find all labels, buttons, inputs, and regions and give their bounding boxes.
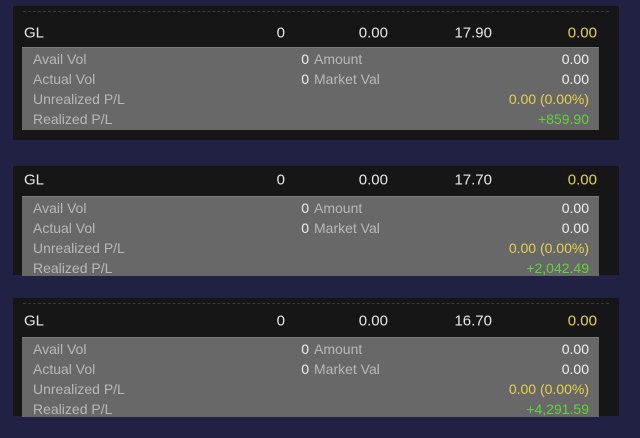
quantity: 0 — [276, 24, 285, 42]
actual-vol-row: Actual Vol 0 Market Val 0.00 — [22, 218, 599, 238]
symbol: GL — [24, 312, 45, 330]
unrealized-value: 0.00 (0.00%) — [508, 381, 589, 397]
amount-value: 0.00 — [561, 341, 589, 357]
price-change: 0.00 — [567, 24, 597, 42]
amount-value: 0.00 — [561, 200, 589, 216]
position-details: Avail Vol 0 Amount 0.00 Actual Vol 0 Mar… — [22, 337, 599, 417]
actual-vol-value: 0 — [301, 71, 309, 87]
unrealized-row: Unrealized P/L 0.00 (0.00%) — [22, 379, 599, 399]
actual-vol-label: Actual Vol — [33, 361, 96, 377]
realized-row: Realized P/L +4,291.59 — [22, 399, 599, 417]
quantity: 0 — [276, 312, 285, 330]
divider — [23, 303, 609, 304]
actual-vol-value: 0 — [301, 361, 309, 377]
avail-vol-value: 0 — [301, 341, 309, 357]
position-card[interactable]: GL 0 0.00 17.70 0.00 Avail Vol 0 Amount … — [13, 166, 619, 276]
market-val-value: 0.00 — [561, 220, 589, 236]
realized-value: +859.90 — [538, 111, 589, 127]
realized-value: +4,291.59 — [526, 401, 589, 417]
market-val-label: Market Val — [314, 220, 380, 236]
avail-vol-row: Avail Vol 0 Amount 0.00 — [22, 339, 599, 359]
avail-vol-label: Avail Vol — [33, 200, 87, 216]
avail-vol-label: Avail Vol — [33, 51, 87, 67]
unrealized-label: Unrealized P/L — [33, 381, 125, 397]
unrealized-label: Unrealized P/L — [33, 91, 125, 107]
position-card[interactable]: GL 0 0.00 17.90 0.00 Avail Vol 0 Amount … — [13, 6, 619, 140]
position-details: Avail Vol 0 Amount 0.00 Actual Vol 0 Mar… — [22, 196, 599, 276]
symbol: GL — [24, 171, 45, 189]
unrealized-label: Unrealized P/L — [33, 240, 125, 256]
realized-label: Realized P/L — [33, 401, 113, 417]
actual-vol-value: 0 — [301, 220, 309, 236]
actual-vol-row: Actual Vol 0 Market Val 0.00 — [22, 359, 599, 379]
quantity: 0 — [276, 171, 285, 189]
avail-vol-row: Avail Vol 0 Amount 0.00 — [22, 49, 599, 69]
actual-vol-label: Actual Vol — [33, 71, 96, 87]
last-price: 16.70 — [454, 312, 492, 330]
amount-value: 0.00 — [561, 51, 589, 67]
realized-row: Realized P/L +859.90 — [22, 109, 599, 129]
realized-row: Realized P/L +2,042.49 — [22, 258, 599, 276]
position-details: Avail Vol 0 Amount 0.00 Actual Vol 0 Mar… — [22, 47, 599, 130]
last-price: 17.70 — [454, 171, 492, 189]
avail-vol-row: Avail Vol 0 Amount 0.00 — [22, 198, 599, 218]
last-price: 17.90 — [454, 24, 492, 42]
unrealized-row: Unrealized P/L 0.00 (0.00%) — [22, 238, 599, 258]
realized-value: +2,042.49 — [526, 260, 589, 276]
amount-label: Amount — [314, 200, 363, 216]
market-val-value: 0.00 — [561, 71, 589, 87]
actual-vol-label: Actual Vol — [33, 220, 96, 236]
symbol: GL — [24, 24, 45, 42]
unrealized-value: 0.00 (0.00%) — [508, 91, 589, 107]
market-val-label: Market Val — [314, 361, 380, 377]
avail-vol-value: 0 — [301, 51, 309, 67]
amount-label: Amount — [314, 51, 363, 67]
position-header-row[interactable]: GL 0 0.00 16.70 0.00 — [13, 307, 619, 335]
position-card[interactable]: GL 0 0.00 16.70 0.00 Avail Vol 0 Amount … — [13, 298, 619, 417]
market-val-label: Market Val — [314, 71, 380, 87]
price-change: 0.00 — [567, 312, 597, 330]
avail-vol-value: 0 — [301, 200, 309, 216]
price-change: 0.00 — [567, 171, 597, 189]
divider — [23, 11, 609, 12]
realized-label: Realized P/L — [33, 111, 113, 127]
actual-vol-row: Actual Vol 0 Market Val 0.00 — [22, 69, 599, 89]
position-header-row[interactable]: GL 0 0.00 17.90 0.00 — [13, 19, 619, 47]
unrealized-row: Unrealized P/L 0.00 (0.00%) — [22, 89, 599, 109]
realized-label: Realized P/L — [33, 260, 113, 276]
cost-value: 0.00 — [358, 171, 388, 189]
cost-value: 0.00 — [358, 312, 388, 330]
unrealized-value: 0.00 (0.00%) — [508, 240, 589, 256]
position-header-row[interactable]: GL 0 0.00 17.70 0.00 — [13, 166, 619, 194]
cost-value: 0.00 — [358, 24, 388, 42]
market-val-value: 0.00 — [561, 361, 589, 377]
amount-label: Amount — [314, 341, 363, 357]
avail-vol-label: Avail Vol — [33, 341, 87, 357]
